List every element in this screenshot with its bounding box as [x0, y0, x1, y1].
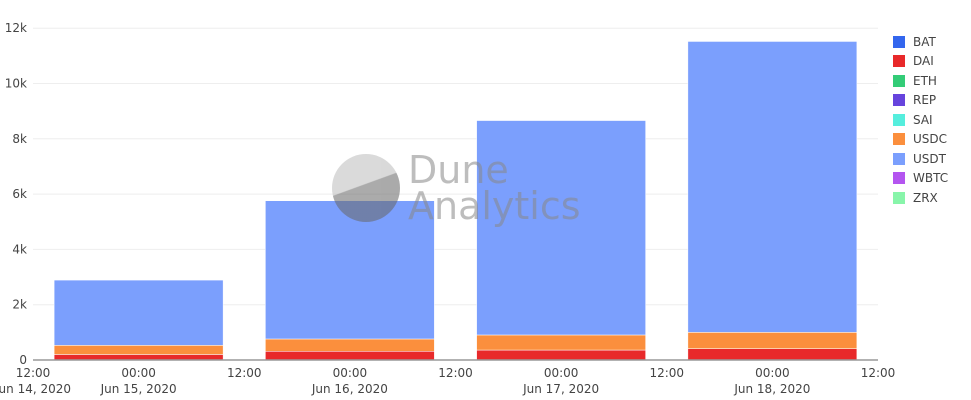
legend-item-eth[interactable]: ETH [893, 71, 948, 91]
legend-item-wbtc[interactable]: WBTC [893, 169, 948, 189]
x-tick-time: 00:00 [544, 366, 579, 380]
legend-label: USDT [913, 151, 946, 166]
x-tick-time: 00:00 [333, 366, 368, 380]
legend-label: ETH [913, 73, 937, 88]
x-tick-time: 12:00 [649, 366, 684, 380]
x-tick-date: Jun 15, 2020 [100, 382, 177, 396]
x-tick-date: Jun 18, 2020 [733, 382, 810, 396]
y-tick-label: 2k [12, 298, 27, 312]
x-tick-time: 12:00 [16, 366, 51, 380]
legend: BAT DAI ETH REP SAI USDC USDT WBTC ZRX [893, 32, 948, 208]
x-tick-date: Jun 17, 2020 [522, 382, 599, 396]
x-tick-time: 00:00 [755, 366, 790, 380]
legend-item-sai[interactable]: SAI [893, 110, 948, 130]
x-tick-time: 00:00 [121, 366, 156, 380]
bar-usdt [476, 120, 646, 336]
bar-usdt [265, 200, 435, 340]
y-tick-label: 0 [19, 353, 27, 367]
y-tick-label: 4k [12, 242, 27, 256]
y-tick-label: 10k [5, 77, 27, 91]
legend-label: DAI [913, 54, 934, 69]
bar-dai [687, 348, 858, 361]
legend-label: BAT [913, 34, 936, 49]
y-tick-label: 12k [5, 21, 27, 35]
bar-usdc [476, 334, 646, 351]
legend-label: SAI [913, 112, 933, 127]
legend-item-zrx[interactable]: ZRX [893, 188, 948, 208]
legend-label: ZRX [913, 190, 938, 205]
y-tick-label: 8k [12, 132, 27, 146]
x-tick-date: Jun 14, 2020 [0, 382, 71, 396]
legend-swatch [893, 74, 905, 87]
legend-swatch [893, 35, 905, 48]
legend-label: REP [913, 93, 937, 108]
legend-item-bat[interactable]: BAT [893, 32, 948, 52]
x-tick-time: 12:00 [227, 366, 262, 380]
y-tick-label: 6k [12, 187, 27, 201]
legend-swatch [893, 133, 905, 146]
legend-swatch [893, 172, 905, 185]
bar-usdc [265, 338, 435, 352]
bar-dai [265, 351, 435, 361]
bar-usdc [687, 332, 858, 349]
bar-usdt [687, 41, 858, 333]
legend-swatch [893, 191, 905, 204]
legend-swatch [893, 113, 905, 126]
x-tick-time: 12:00 [861, 366, 896, 380]
legend-swatch [893, 94, 905, 107]
legend-item-usdt[interactable]: USDT [893, 149, 948, 169]
legend-item-rep[interactable]: REP [893, 91, 948, 111]
x-tick-time: 12:00 [438, 366, 473, 380]
bar-dai [476, 349, 646, 361]
x-tick-date: Jun 16, 2020 [311, 382, 388, 396]
bar-usdc [53, 345, 224, 355]
legend-item-usdc[interactable]: USDC [893, 130, 948, 150]
bar-dai [53, 354, 224, 361]
legend-item-dai[interactable]: DAI [893, 52, 948, 72]
legend-label: USDC [913, 132, 948, 147]
legend-swatch [893, 152, 905, 165]
legend-label: WBTC [913, 171, 949, 186]
bar-usdt [53, 279, 224, 346]
legend-swatch [893, 55, 905, 68]
